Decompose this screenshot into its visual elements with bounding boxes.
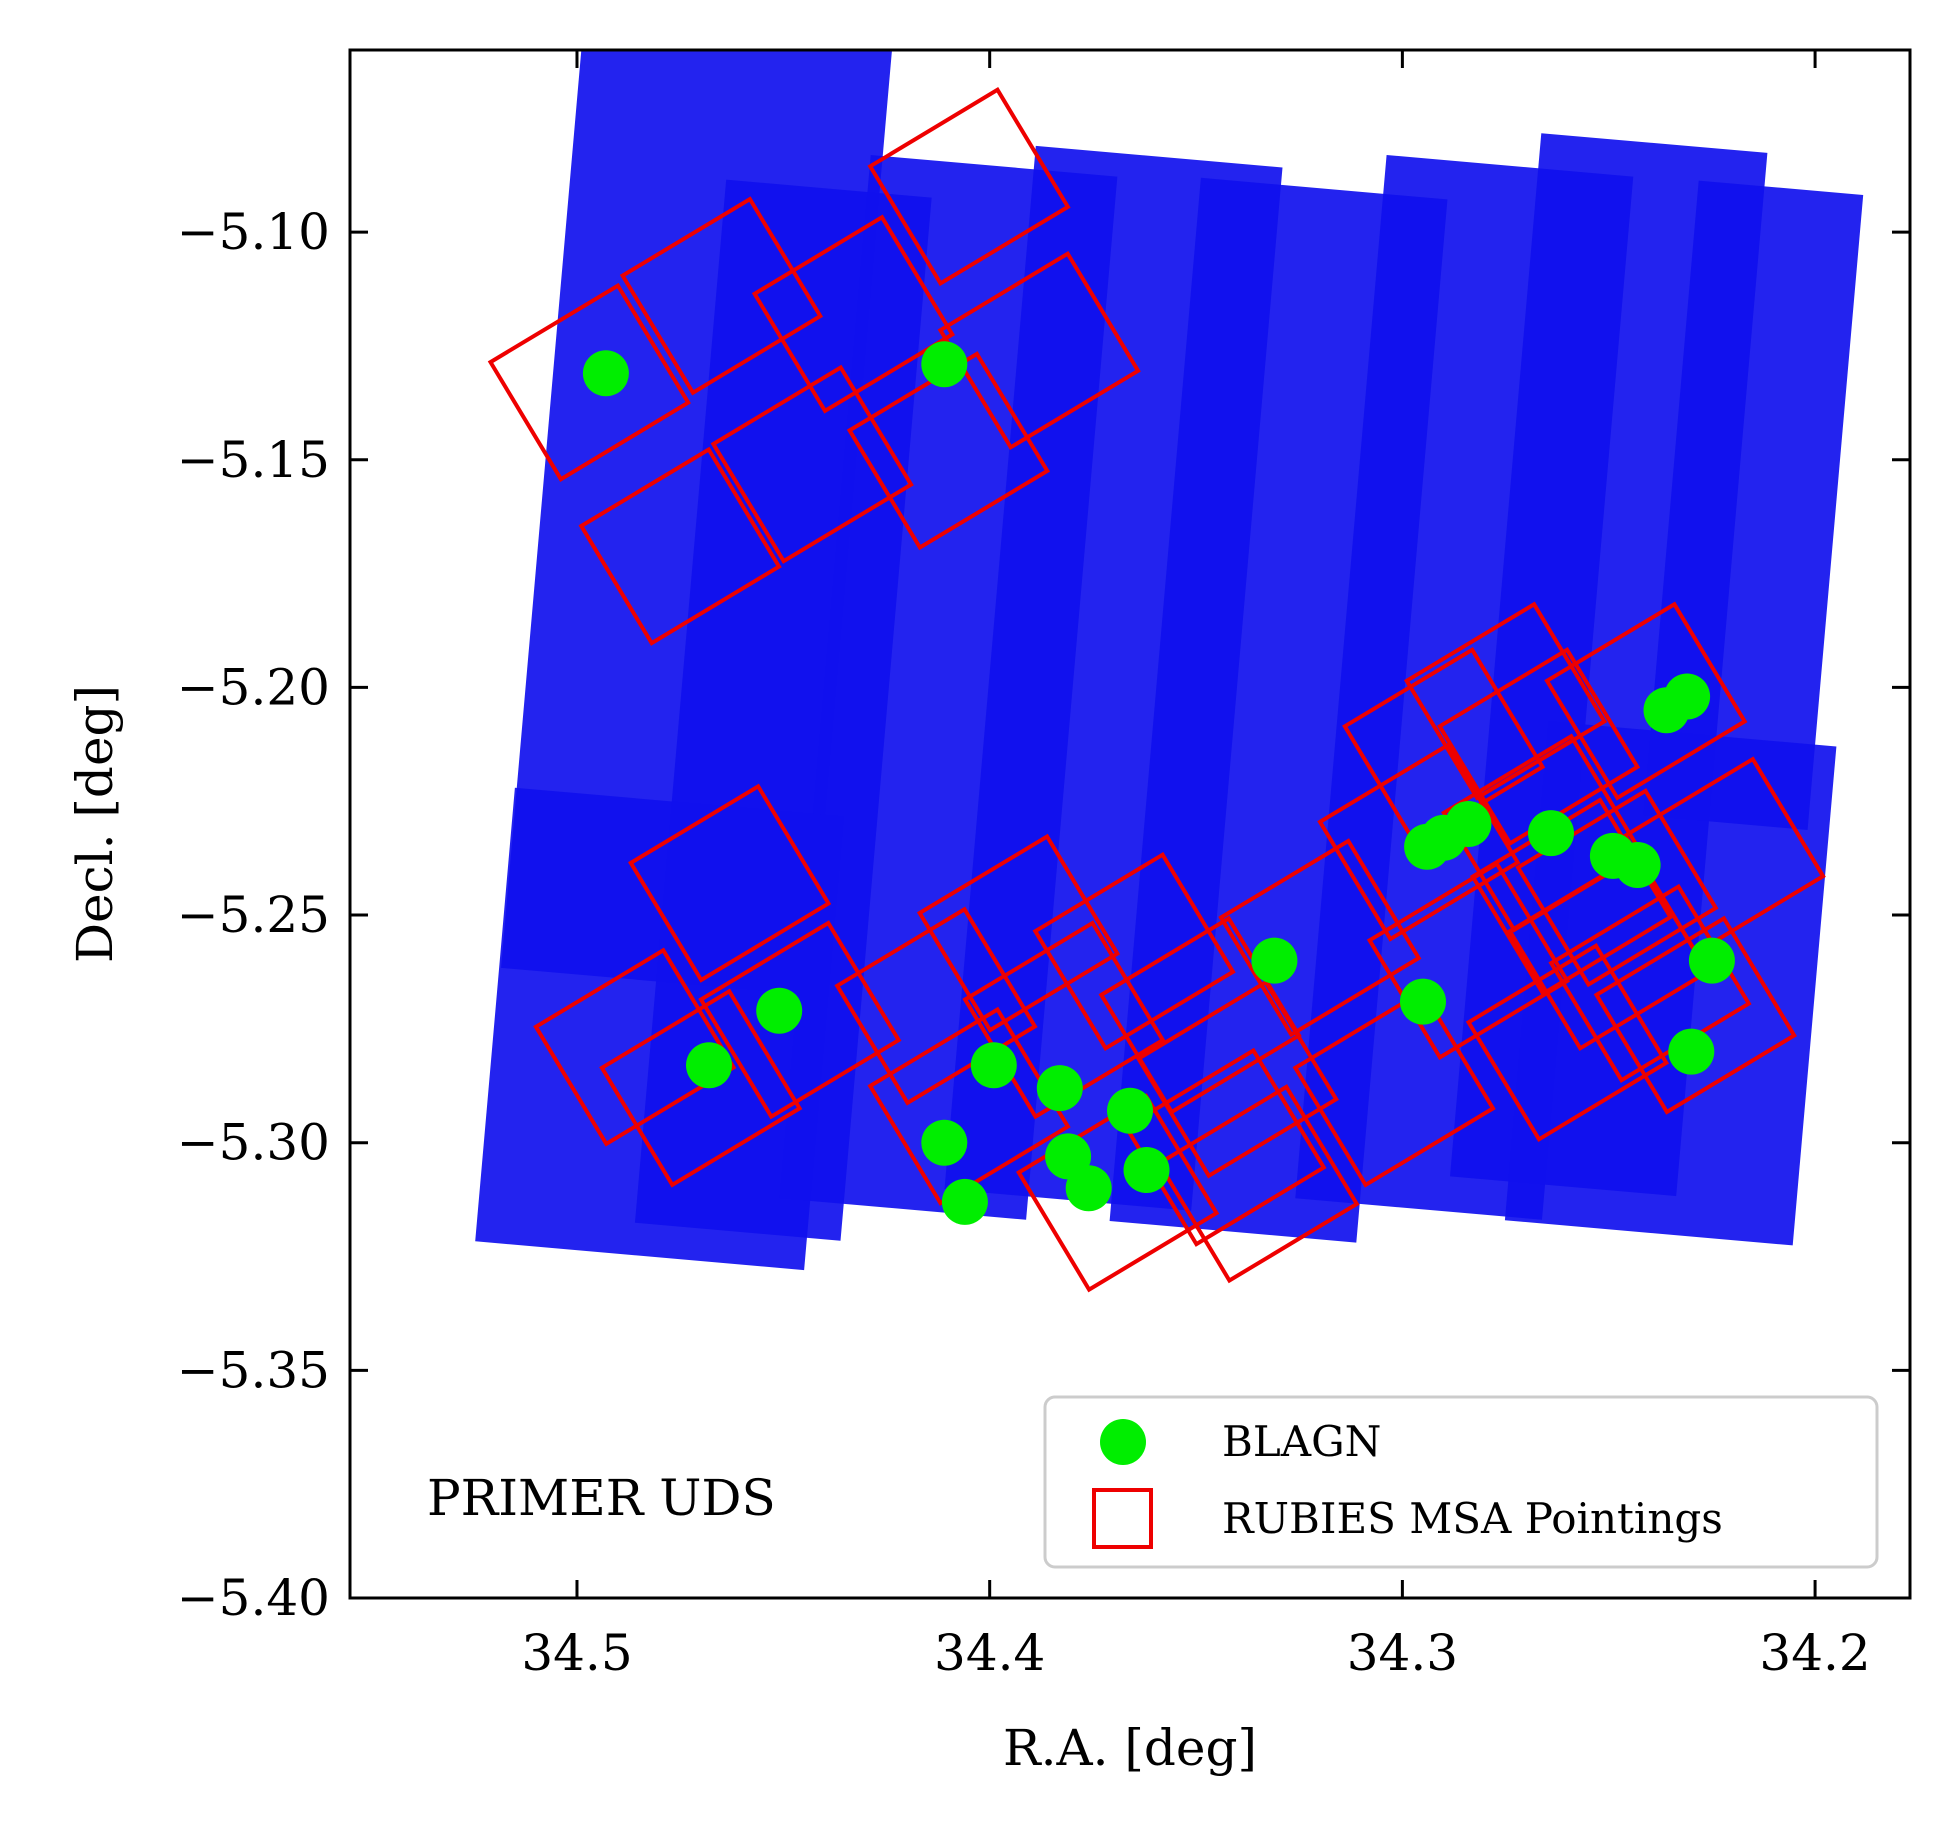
msa-pointing-27 [1436,647,1641,847]
x-tick-label-1: 34.4 [934,1624,1045,1682]
blagn-point-22 [1688,937,1735,984]
msa-pointing-12 [834,906,1038,1106]
msa-pointing-33 [1548,883,1752,1083]
legend-pointings-label: RUBIES MSA Pointings [1222,1494,1723,1543]
msa-pointing-0 [487,282,691,482]
msa-pointing-7 [937,250,1141,451]
blagn-point-17 [1528,810,1574,857]
msa-pointing-17 [1032,851,1236,1052]
msa-pointing-23 [1292,988,1496,1188]
y-axis-ticks: −5.10 −5.15 −5.20 −5.25 −5.30 −5.35 −5.40 [177,203,1910,1627]
blagn-point-16 [1445,801,1492,847]
blagn-point-1 [921,341,968,388]
msa-pointing-34 [1622,756,1826,956]
y-tick-label-2: −5.20 [177,658,330,716]
footprint-tile-7 [1643,180,1864,831]
msa-pointing-21 [1156,1084,1360,1284]
msa-pointing-2 [619,196,824,396]
msa-pointing-36 [1465,942,1670,1143]
msa-pointing-6 [867,87,1071,287]
legend-box [1043,1395,1879,1569]
plot-frame [348,48,1912,1600]
legend-blagn-marker [1100,1419,1146,1465]
blagn-point-23 [1668,1028,1715,1075]
msa-pointing-14 [867,1006,1071,1206]
y-tick-label-0: −5.10 [177,203,330,261]
msa-pointing-11 [599,988,803,1188]
msa-pointing-24 [1317,742,1521,942]
y-tick-label-3: −5.25 [177,886,330,944]
blagn-point-8 [941,1178,988,1225]
msa-pointing-3 [710,364,914,564]
msa-pointing-26 [1403,601,1608,801]
msa-pointing-19 [1135,979,1339,1179]
blagn-point-4 [970,1042,1017,1089]
blagn-point-3 [756,987,803,1034]
blagn-point-19 [1614,842,1661,888]
blagn-point-12 [1251,937,1298,984]
blagn-point-2 [686,1042,732,1089]
y-tick-label-4: −5.30 [177,1114,330,1172]
y-tick-label-1: −5.15 [177,431,330,489]
plot-area [475,50,1864,1293]
msa-pointing-8 [628,783,832,983]
msa-pointing-29 [1544,601,1748,801]
legend-blagn-label: BLAGN [1222,1417,1381,1466]
x-axis-label: R.A. [deg] [1003,1719,1257,1777]
msa-pointing-4 [751,214,956,414]
x-tick-label-2: 34.3 [1347,1624,1458,1682]
msa-pointing-9 [533,947,737,1147]
blagn-point-13 [1400,978,1446,1025]
y-axis-label: Decl. [deg] [66,685,124,963]
legend: BLAGN RUBIES MSA Pointings [1043,1395,1879,1569]
blagn-point-5 [1036,1065,1083,1112]
field-annotation: PRIMER UDS [427,1469,776,1527]
source-density-footprint [475,50,1864,1271]
blagn-point-10 [1065,1165,1112,1212]
msa-pointing-37 [1593,915,1797,1115]
msa-pointing-16 [1016,1093,1220,1293]
x-tick-label-0: 34.5 [521,1624,632,1682]
legend-pointings-marker [1092,1488,1153,1549]
y-tick-label-6: −5.40 [177,1569,330,1627]
msa-pointing-13 [916,833,1121,1033]
blagn-point-21 [1664,673,1711,720]
blagn-point-0 [582,350,629,397]
blagn-point-7 [921,1119,968,1166]
msa-pointing-35 [1515,788,1719,988]
msa-pointing-25 [1342,647,1546,847]
x-axis-ticks: 34.5 34.4 34.3 34.2 [521,50,1871,1682]
x-tick-label-3: 34.2 [1759,1624,1870,1682]
msa-pointing-22 [1218,838,1422,1038]
y-tick-label-5: −5.35 [177,1341,330,1399]
msa-pointing-10 [698,920,902,1120]
footprint-tile-9 [1504,721,1837,1246]
msa-pointing-20 [1123,1047,1327,1247]
blagn-point-6 [1107,1087,1153,1134]
blagn-point-11 [1123,1147,1170,1193]
blagn-points-layer [582,341,1735,1225]
footprint-tile-8 [475,787,844,1271]
rubies-msa-pointings-layer [487,87,1826,1293]
msa-pointing-1 [578,446,782,646]
